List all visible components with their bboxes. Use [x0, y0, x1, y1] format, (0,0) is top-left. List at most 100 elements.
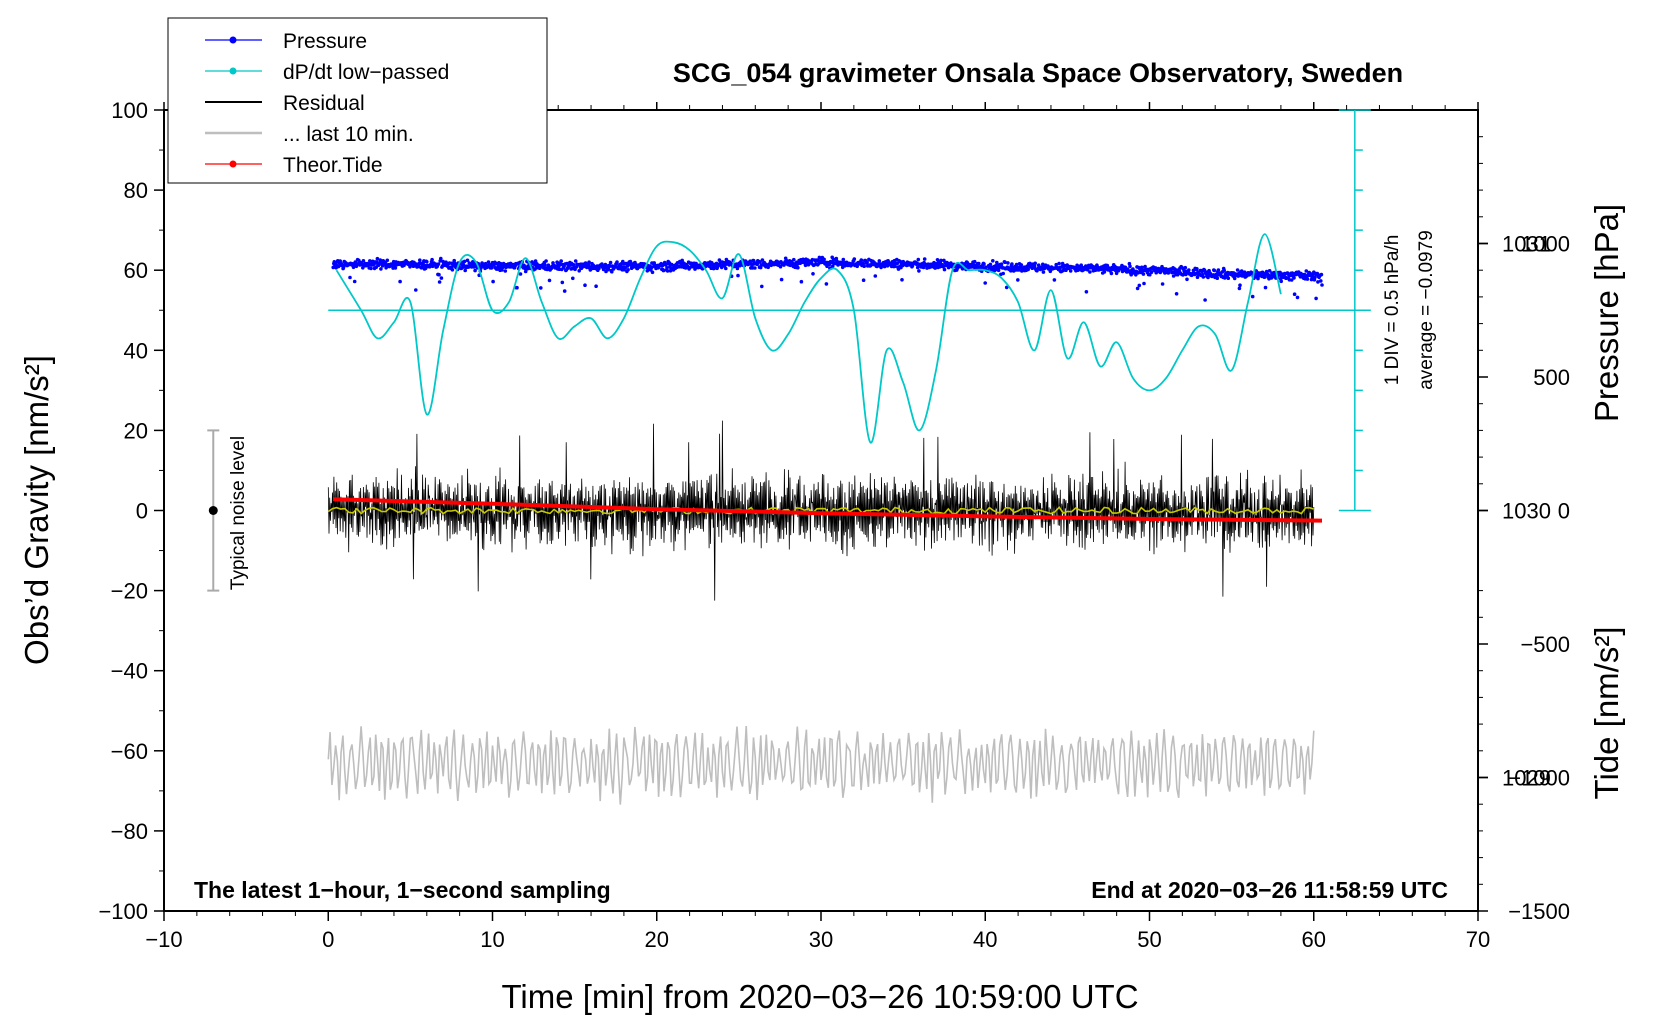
pressure-point: [1102, 270, 1107, 274]
series-last10-line: [327, 725, 1315, 805]
pressure-point: [873, 274, 878, 278]
legend-label-pressure: Pressure: [283, 30, 367, 53]
pressure-point: [587, 260, 591, 265]
pressure-point: [831, 264, 835, 268]
x-tick-label: −10: [145, 927, 182, 952]
pressure-point: [811, 272, 815, 276]
pressure-point: [1009, 269, 1013, 273]
tide-tick-label: −1000: [1508, 766, 1570, 791]
pressure-point: [1263, 285, 1268, 290]
pressure-point: [1222, 268, 1226, 273]
pressure-point: [1174, 292, 1179, 296]
pressure-point: [1052, 278, 1057, 282]
bottom-left-note: The latest 1−hour, 1−second sampling: [194, 877, 611, 903]
noise-bar-center: [208, 506, 218, 515]
pressure-point: [1304, 269, 1309, 273]
pressure-point: [1319, 279, 1323, 283]
series-residual-line: [327, 420, 1315, 601]
pressure-point: [503, 269, 508, 273]
pressure-point: [1166, 271, 1171, 275]
pressure-point: [1088, 270, 1092, 274]
pressure-point: [559, 259, 563, 263]
pressure-point: [1114, 271, 1119, 276]
pressure-point: [571, 276, 575, 281]
pressure-point: [1019, 263, 1024, 267]
dpdt-average-label: average = −0.0979: [1416, 230, 1437, 390]
pressure-point: [1290, 271, 1295, 275]
pressure-point: [1292, 292, 1297, 297]
pressure-point: [332, 260, 337, 264]
pressure-point: [1305, 277, 1310, 281]
pressure-tick-label: 1029: [1502, 766, 1551, 791]
pressure-point: [1014, 262, 1019, 267]
series-dpdt-line: [335, 233, 1282, 444]
pressure-point: [977, 261, 981, 266]
pressure-point: [916, 257, 921, 262]
pressure-point: [523, 269, 528, 274]
pressure-point: [1256, 276, 1260, 281]
pressure-point: [1237, 286, 1242, 291]
pressure-point: [650, 270, 655, 275]
pressure-point: [1201, 275, 1206, 279]
tide-tick-label: 0: [1558, 499, 1570, 524]
pressure-point: [439, 276, 444, 280]
pressure-point: [1313, 275, 1317, 280]
pressure-point: [463, 268, 468, 273]
pressure-point: [471, 260, 476, 265]
pressure-point: [398, 279, 402, 284]
pressure-point: [1036, 263, 1041, 268]
x-tick-label: 40: [973, 927, 997, 952]
pressure-point: [491, 279, 495, 284]
pressure-point: [661, 268, 666, 273]
tide-tick-label: 1000: [1521, 232, 1570, 257]
pressure-point: [1250, 294, 1255, 299]
pressure-point: [1183, 265, 1188, 270]
pressure-point: [1140, 265, 1144, 270]
y-axis-title-left: Obs’d Gravity [nm/s²]: [18, 355, 55, 665]
x-tick-label: 50: [1137, 927, 1161, 952]
pressure-point: [1195, 267, 1199, 271]
pressure-point: [436, 262, 441, 266]
pressure-point: [760, 284, 764, 289]
pressure-point: [862, 264, 866, 269]
y-axis-title-tide: Tide [nm/s²]: [1588, 627, 1625, 800]
dpdt-scale-label: 1 DIV = 0.5 hPa/h: [1382, 235, 1403, 386]
pressure-point: [859, 258, 864, 262]
legend-label-last10: ... last 10 min.: [283, 123, 414, 146]
pressure-point: [991, 259, 995, 263]
pressure-point: [533, 259, 538, 263]
pressure-point: [983, 281, 987, 285]
pressure-point: [462, 259, 467, 264]
pressure-point: [1267, 269, 1272, 273]
pressure-point: [760, 258, 765, 262]
pressure-point: [375, 256, 380, 261]
pressure-point: [996, 268, 1001, 273]
pressure-point: [608, 260, 613, 265]
pressure-point: [1033, 261, 1037, 266]
pressure-point: [539, 286, 543, 290]
pressure-point: [1084, 290, 1089, 294]
pressure-point: [573, 259, 578, 263]
pressure-point: [1041, 270, 1046, 274]
pressure-point: [779, 277, 784, 282]
pressure-point: [379, 267, 383, 271]
tide-tick-label: 500: [1533, 365, 1570, 390]
legend-label-dpdt: dP/dt low−passed: [283, 61, 449, 84]
pressure-point: [352, 279, 357, 284]
series-residual-smoothed-line: [327, 506, 1315, 515]
pressure-point: [724, 266, 728, 271]
pressure-point: [1319, 272, 1324, 277]
pressure-point: [577, 269, 581, 273]
pressure-point: [1212, 268, 1217, 273]
pressure-point: [1109, 271, 1114, 276]
pressure-point: [999, 262, 1004, 267]
pressure-point: [437, 280, 442, 284]
series-layer: [207, 109, 1371, 805]
pressure-point: [1215, 276, 1220, 281]
pressure-point: [1149, 270, 1154, 275]
pressure-point: [1187, 268, 1191, 272]
pressure-point: [1010, 262, 1014, 266]
pressure-point: [518, 272, 523, 276]
y-tick-label: 40: [124, 338, 148, 363]
pressure-point: [1232, 276, 1237, 281]
